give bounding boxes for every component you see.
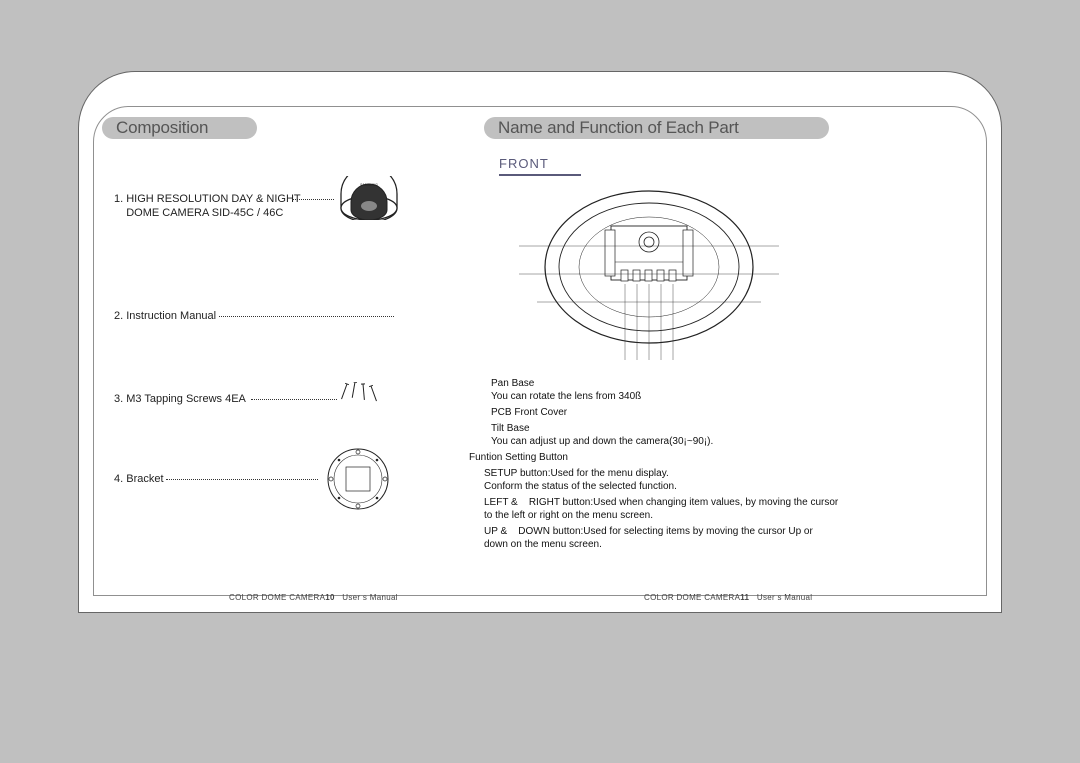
comp-leader-1 <box>292 199 334 200</box>
footer-right: COLOR DOME CAMERA11 User s Manual <box>644 593 812 602</box>
comp-item-4: 4. Bracket <box>114 472 164 487</box>
footer-left-c: User s Manual <box>335 593 398 602</box>
front-diagram <box>519 172 779 352</box>
front-ud1: UP & DOWN button:Used for selecting item… <box>484 525 813 539</box>
svg-text:SAMSUNG: SAMSUNG <box>360 183 378 187</box>
front-ud2: down on the menu screen. <box>484 538 602 552</box>
footer-left-a: COLOR DOME CAMERA <box>229 593 325 602</box>
front-fsb: Funtion Setting Button <box>469 451 568 465</box>
front-pcb: PCB Front Cover <box>491 406 567 420</box>
front-pan2: You can rotate the lens from 340ß <box>491 390 641 404</box>
front-tilt1: Tilt Base <box>491 422 530 436</box>
manual-page: Composition Name and Function of Each Pa… <box>79 72 1001 612</box>
camera-icon: SAMSUNG <box>337 176 401 220</box>
comp-item-2: 2. Instruction Manual <box>114 309 216 324</box>
front-lr2: to the left or right on the menu screen. <box>484 509 653 523</box>
bracket-icon <box>325 446 391 512</box>
footer-left-b: 10 <box>325 593 335 602</box>
heading-name-function: Name and Function of Each Part <box>484 117 829 139</box>
comp-leader-2 <box>219 316 394 317</box>
footer-right-a: COLOR DOME CAMERA <box>644 593 740 602</box>
comp-item-1-line2: DOME CAMERA SID-45C / 46C <box>114 206 283 221</box>
comp-item-1-line1: 1. HIGH RESOLUTION DAY & NIGHT <box>114 192 301 207</box>
footer-right-c: User s Manual <box>749 593 812 602</box>
heading-composition: Composition <box>102 117 257 139</box>
front-lr1: LEFT & RIGHT button:Used when changing i… <box>484 496 838 510</box>
front-setup2: Conform the status of the selected funct… <box>484 480 677 494</box>
screws-icon <box>341 382 379 410</box>
footer-left: COLOR DOME CAMERA10 User s Manual <box>229 593 398 602</box>
footer-right-b: 11 <box>740 593 749 602</box>
comp-leader-3 <box>251 399 337 400</box>
comp-leader-4 <box>166 479 318 480</box>
front-setup1: SETUP button:Used for the menu display. <box>484 467 669 481</box>
comp-item-3: 3. M3 Tapping Screws 4EA <box>114 392 246 407</box>
front-tilt2: You can adjust up and down the camera(30… <box>491 435 713 449</box>
front-pan1: Pan Base <box>491 377 534 391</box>
